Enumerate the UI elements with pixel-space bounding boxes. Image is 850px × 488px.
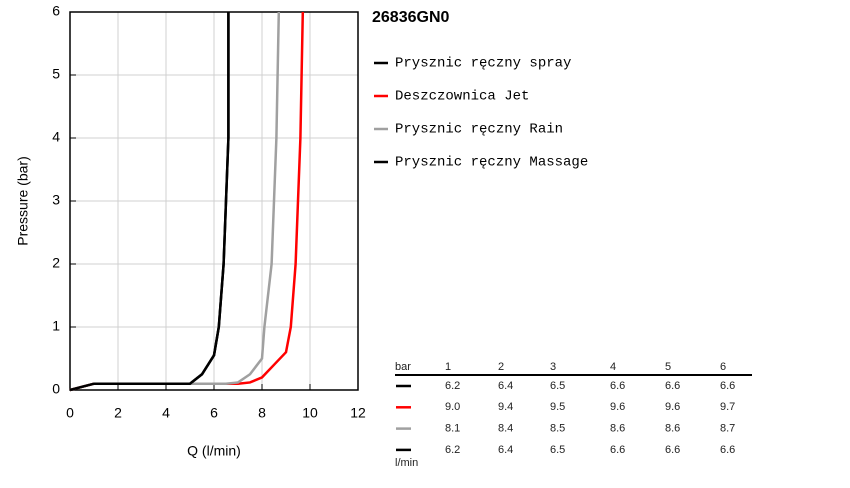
table-cell: 6.4 xyxy=(498,444,513,456)
plot-frame xyxy=(69,11,359,391)
y-tick-label: 4 xyxy=(52,129,60,145)
table-cell: 9.6 xyxy=(610,401,625,413)
chart-title: 26836GN0 xyxy=(372,9,449,26)
y-tick-label: 0 xyxy=(52,381,60,397)
y-tick-label: 6 xyxy=(52,3,60,19)
y-tick-label: 2 xyxy=(52,255,60,271)
table-cell: 9.7 xyxy=(720,401,735,413)
table-header: 5 xyxy=(665,361,671,373)
table-cell: 6.6 xyxy=(665,380,680,392)
x-tick-label: 8 xyxy=(258,405,266,421)
table-cell: 9.0 xyxy=(445,401,460,413)
table-header: 6 xyxy=(720,361,726,373)
table-cell: 8.5 xyxy=(550,423,565,435)
y-tick-label: 1 xyxy=(52,318,60,334)
x-tick-label: 6 xyxy=(210,405,218,421)
data-line xyxy=(69,12,230,392)
x-tick-label: 0 xyxy=(66,405,74,421)
y-tick-label: 5 xyxy=(52,66,60,82)
y-tick-label: 3 xyxy=(52,192,60,208)
y-axis-label: Pressure (bar) xyxy=(15,156,31,245)
x-tick-label: 12 xyxy=(350,405,366,421)
table-cell: 8.6 xyxy=(665,423,680,435)
x-tick-label: 10 xyxy=(302,405,318,421)
table-cell: 8.6 xyxy=(610,423,625,435)
legend-label: Deszczownica Jet xyxy=(395,89,529,105)
x-axis-label: Q (l/min) xyxy=(187,443,241,459)
table-header: 4 xyxy=(610,361,616,373)
table-footer: l/min xyxy=(395,457,418,469)
table-cell: 8.4 xyxy=(498,423,513,435)
table-cell: 6.5 xyxy=(550,444,565,456)
table-header: 1 xyxy=(445,361,451,373)
table-header: 3 xyxy=(550,361,556,373)
table-cell: 6.6 xyxy=(610,444,625,456)
table-cell: 6.2 xyxy=(445,380,460,392)
table-cell: 9.6 xyxy=(665,401,680,413)
table-header: bar xyxy=(395,361,411,373)
x-tick-label: 4 xyxy=(162,405,170,421)
table-cell: 6.6 xyxy=(665,444,680,456)
table-cell: 6.5 xyxy=(550,380,565,392)
legend-label: Prysznic ręczny Rain xyxy=(395,122,563,138)
table-cell: 6.2 xyxy=(445,444,460,456)
table-cell: 6.6 xyxy=(720,380,735,392)
table-cell: 8.7 xyxy=(720,423,735,435)
legend-label: Prysznic ręczny Massage xyxy=(395,155,588,171)
table-cell: 6.6 xyxy=(720,444,735,456)
legend-label: Prysznic ręczny spray xyxy=(395,56,571,72)
table-header: 2 xyxy=(498,361,504,373)
table-cell: 6.6 xyxy=(610,380,625,392)
x-tick-label: 2 xyxy=(114,405,122,421)
table-cell: 8.1 xyxy=(445,423,460,435)
table-cell: 9.5 xyxy=(550,401,565,413)
table-cell: 6.4 xyxy=(498,380,513,392)
table-cell: 9.4 xyxy=(498,401,513,413)
